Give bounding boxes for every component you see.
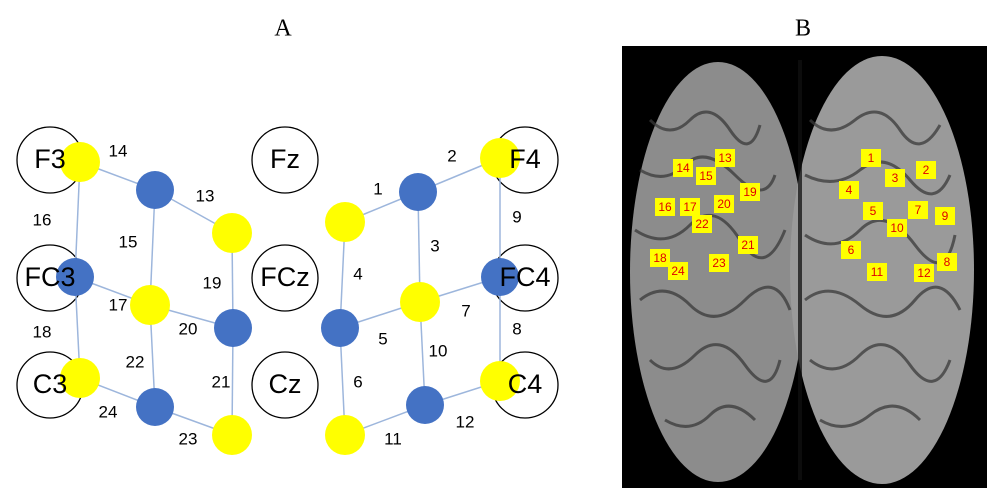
channel-number: 7 <box>915 203 922 217</box>
channel-number: 8 <box>944 255 951 269</box>
channel-number: 23 <box>179 429 198 448</box>
source-optode <box>400 282 440 322</box>
channel-number: 20 <box>179 319 198 338</box>
electrode-label: F4 <box>509 144 541 174</box>
electrode-label: C3 <box>33 369 68 399</box>
detector-optode <box>321 309 359 347</box>
channel-number: 2 <box>923 163 930 177</box>
electrode-label: F3 <box>34 144 66 174</box>
detector-optode <box>214 309 252 347</box>
channel-number: 1 <box>373 179 382 198</box>
electrode-label: FC3 <box>24 262 75 292</box>
source-optode <box>60 142 100 182</box>
panel-label: B <box>795 16 811 42</box>
channel-number: 16 <box>33 210 52 229</box>
source-optode <box>212 415 252 455</box>
detector-optode <box>406 386 444 424</box>
channel-number: 1 <box>868 151 875 165</box>
channel-number: 10 <box>429 341 448 360</box>
channel-number: 6 <box>353 372 362 391</box>
figure: A B F3FzF4FC3FCzFC4C3CzC4123456789101112… <box>0 0 987 488</box>
channel-number: 11 <box>384 429 402 448</box>
channel-number: 22 <box>126 352 145 371</box>
channel-number: 19 <box>743 185 757 199</box>
channel-number: 13 <box>196 186 215 205</box>
detector-optode <box>136 171 174 209</box>
channel-number: 16 <box>658 200 672 214</box>
channel-number: 9 <box>942 209 949 223</box>
channel-number: 3 <box>892 171 899 185</box>
channel-number: 17 <box>109 295 128 314</box>
panel-label: A <box>274 16 292 42</box>
channel-number: 22 <box>695 217 709 231</box>
channel-number: 17 <box>683 200 697 214</box>
channel-number: 7 <box>461 301 470 320</box>
source-optode <box>212 213 252 253</box>
channel-number: 15 <box>119 232 138 251</box>
channel-number: 24 <box>99 402 118 421</box>
channel-number: 9 <box>512 207 521 226</box>
channel-number: 15 <box>699 169 713 183</box>
channel-number: 21 <box>212 372 231 391</box>
channel-number: 6 <box>848 243 855 257</box>
source-optode <box>130 285 170 325</box>
detector-optode <box>136 388 174 426</box>
electrode-label: Fz <box>270 144 300 174</box>
detector-optode <box>399 173 437 211</box>
channel-number: 21 <box>741 238 755 252</box>
source-optode <box>325 202 365 242</box>
channel-number: 14 <box>109 141 128 160</box>
channel-number: 24 <box>671 264 685 278</box>
channel-number: 19 <box>203 273 222 292</box>
channel-number: 4 <box>846 183 853 197</box>
channel-number: 13 <box>718 151 732 165</box>
channel-number: 11 <box>871 265 884 279</box>
electrode-label: Cz <box>269 369 302 399</box>
channel-number: 4 <box>353 264 362 283</box>
electrode-label: FC4 <box>499 262 550 292</box>
channel-number: 5 <box>378 329 387 348</box>
channel-number: 8 <box>512 319 521 338</box>
channel-number: 3 <box>430 236 439 255</box>
channel-number: 12 <box>917 266 931 280</box>
channel-number: 18 <box>33 322 52 341</box>
electrode-label: C4 <box>508 369 543 399</box>
channel-number: 5 <box>870 204 877 218</box>
electrode-label: FCz <box>260 262 310 292</box>
channel-number: 2 <box>447 146 456 165</box>
channel-number: 12 <box>456 412 475 431</box>
channel-number: 14 <box>676 161 690 175</box>
source-optode <box>325 415 365 455</box>
channel-number: 20 <box>717 197 731 211</box>
channel-number: 23 <box>712 256 726 270</box>
channel-number: 10 <box>890 221 904 235</box>
channel-number: 18 <box>653 251 667 265</box>
